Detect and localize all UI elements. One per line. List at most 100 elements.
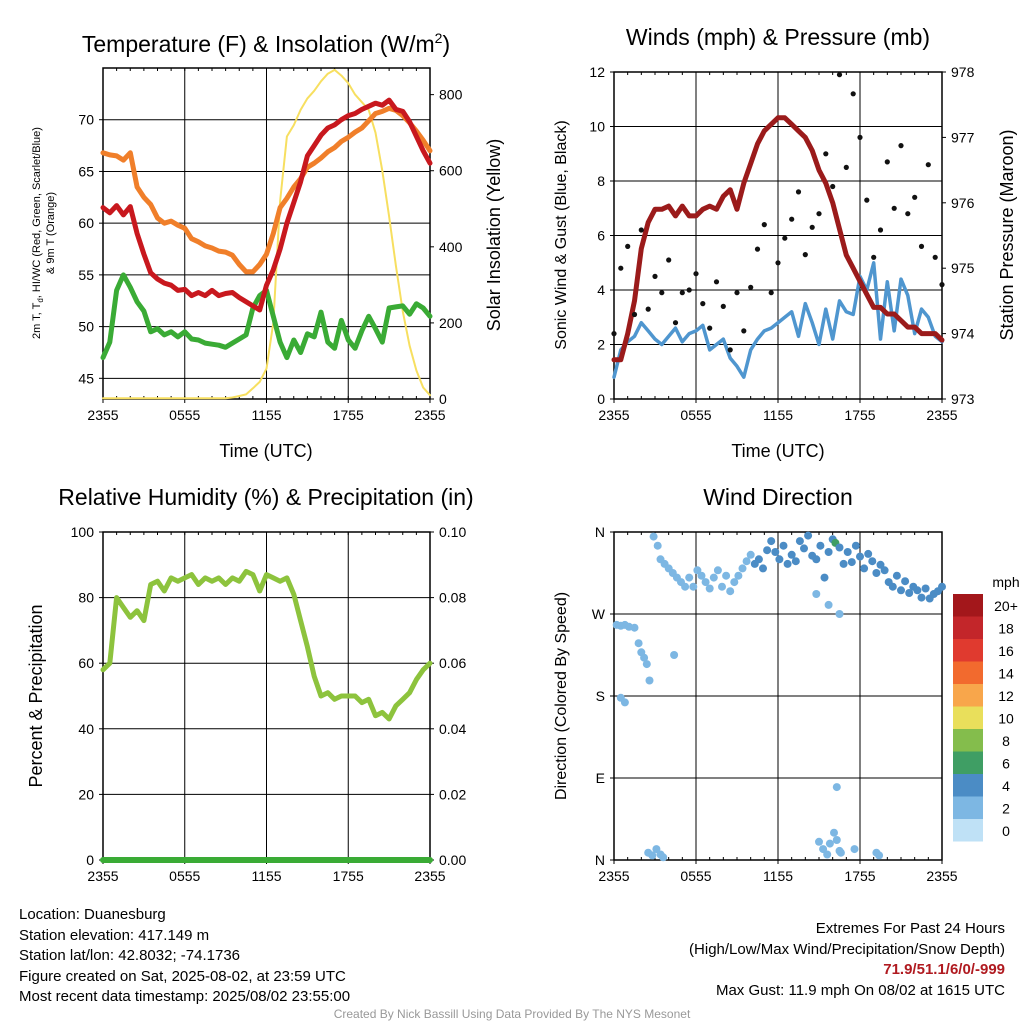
legend-swatch [953, 616, 983, 639]
p-temp-frame [102, 67, 431, 400]
latlon-text: Station lat/lon: 42.8032; -74.1736 [19, 947, 241, 965]
direction-point [697, 571, 706, 580]
p-rh-tick-label-x: 1755 [333, 868, 364, 884]
p-temp-tick-label-y-right: 200 [439, 315, 463, 331]
direction-point [800, 544, 808, 553]
gust-point [707, 325, 713, 331]
legend-swatch [953, 639, 983, 662]
gust-point [932, 254, 938, 260]
legend-swatch [953, 661, 983, 684]
direction-point [872, 569, 881, 577]
temperature-y-axis-label: 2m T, Td, HI/WC (Red, Green, Scarlet/Blu… [31, 127, 45, 339]
direction-point [771, 548, 780, 556]
legend-swatch [953, 774, 983, 797]
gust-point [871, 254, 877, 260]
temperature-y-axis-label-2: & 9m T (Orange) [45, 192, 57, 274]
wind-direction-panel-title: Wind Direction [703, 484, 853, 510]
p-wind-tick-label-x: 2355 [926, 407, 957, 423]
rh-tick-label-y-right: 0.10 [439, 524, 466, 540]
direction-point [835, 610, 844, 618]
direction-point [938, 582, 946, 591]
direction-point [843, 548, 852, 556]
p-wind-tick-label-y: 10 [589, 119, 605, 135]
legend-label: 8 [1002, 733, 1010, 749]
gust-point [912, 194, 918, 200]
direction-tick-label-y: W [592, 606, 606, 622]
gust-point [693, 271, 699, 277]
gust-point [802, 252, 808, 258]
p-rh-tick-label-y: 0 [86, 852, 94, 868]
legend-label: 18 [998, 621, 1014, 637]
gust-point [713, 279, 720, 285]
gust-point [905, 211, 911, 217]
sonic-wind-line [612, 261, 944, 379]
direction-point [738, 564, 747, 573]
legend-swatch [953, 796, 983, 819]
direction-point [645, 676, 654, 685]
p-wind-tick-label-y: 4 [597, 282, 605, 298]
direction-point [620, 698, 629, 707]
direction-point [754, 555, 763, 564]
extremes-subtitle: (High/Low/Max Wind/Precipitation/Snow De… [689, 940, 1005, 958]
direction-point [832, 836, 841, 844]
temp-2m-line [100, 97, 433, 313]
legend-label: 14 [998, 666, 1014, 682]
direction-point [905, 589, 914, 597]
direction-point [868, 557, 877, 566]
direction-point [839, 559, 848, 568]
gust-point [877, 227, 884, 233]
direction-point [775, 555, 784, 564]
direction-point [634, 639, 643, 648]
direction-point [812, 555, 821, 564]
gust-point [795, 189, 802, 195]
direction-point [709, 573, 718, 582]
p-wind-tick-label-y: 0 [597, 391, 605, 407]
direction-point [730, 578, 739, 587]
wind-panel: Winds (mph) & Pressure (mb) Time (UTC) S… [553, 24, 1017, 461]
gust-point [843, 164, 849, 170]
rh-tick-label-y-right: 0.04 [439, 721, 466, 737]
p-temp-tick-label-x: 2355 [87, 407, 118, 423]
gust-point [857, 134, 863, 140]
gust-point [741, 328, 747, 334]
gust-point [891, 205, 897, 211]
p-temp-tick-label-y: 60 [78, 215, 94, 231]
direction-point [875, 851, 884, 860]
p-rh-tick-label-y: 40 [78, 721, 94, 737]
direction-point [823, 850, 832, 859]
direction-point [850, 845, 859, 854]
direction-point [689, 582, 698, 591]
legend-title: mph [992, 574, 1019, 590]
direction-tick-label-y: N [595, 524, 605, 540]
gust-point [631, 311, 638, 318]
direction-point [888, 582, 897, 591]
direction-point [832, 783, 841, 792]
gust-point [823, 151, 829, 157]
p-rh-tick-label-y: 20 [78, 786, 94, 802]
p-rh-tick-label-x: 2355 [87, 868, 118, 884]
direction-tick-label-y: S [596, 688, 605, 704]
direction-point [791, 557, 800, 566]
direction-point [746, 550, 755, 559]
credit-text: Created By Nick Bassill Using Data Provi… [333, 1007, 691, 1021]
direction-point [860, 564, 869, 573]
direction-point [921, 584, 930, 593]
location-text: Location: Duanesburg [19, 906, 166, 923]
direction-point [816, 541, 825, 550]
direction-point [640, 653, 649, 662]
direction-tick-label-y: N [595, 852, 605, 868]
elevation-text: Station elevation: 417.149 m [19, 926, 210, 944]
direction-point [759, 564, 767, 573]
speed-legend: mph 20+ 18 16 14 12 10 8 6 4 2 0 [953, 574, 1020, 842]
legend-swatch [953, 684, 983, 707]
legend-swatch [953, 751, 983, 774]
station-pressure-line [611, 115, 945, 363]
direction-point [825, 839, 834, 848]
p-rh-tick-label-x: 2355 [414, 868, 445, 884]
direction-point [804, 531, 813, 540]
wind-x-axis-label: Time (UTC) [731, 441, 824, 461]
p-wind-tick-label-x: 0555 [680, 407, 711, 423]
direction-point [897, 586, 905, 595]
direction-point [812, 590, 821, 598]
